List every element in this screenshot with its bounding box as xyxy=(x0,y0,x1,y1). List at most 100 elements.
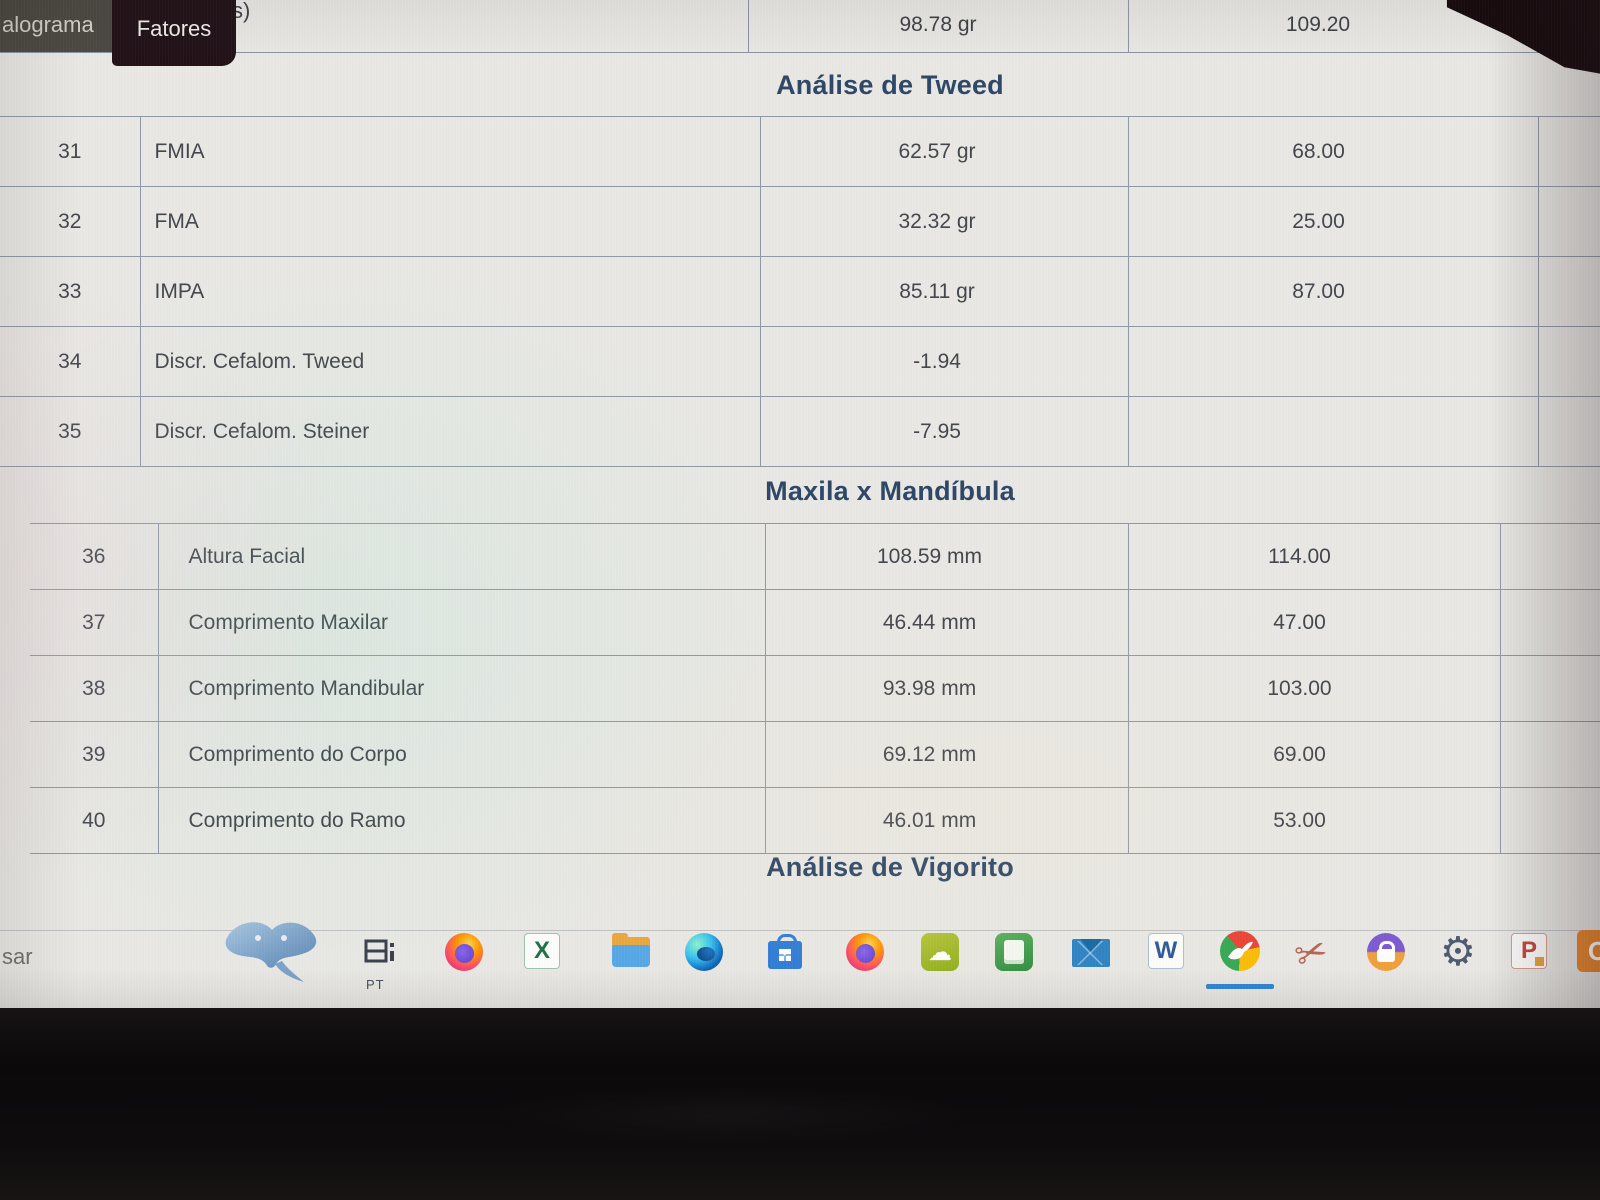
powerpoint-logo-letter: P xyxy=(1520,937,1537,964)
row-extra-cell xyxy=(1499,787,1600,854)
section-title-tweed: Análise de Tweed xyxy=(776,70,1004,100)
row-label: Altura Facial xyxy=(157,523,766,590)
word-logo-letter: W xyxy=(1154,937,1178,964)
office-logo-letter: O xyxy=(1587,936,1600,966)
row-extra-cell xyxy=(1537,186,1600,257)
row-label: Comprimento Maxilar xyxy=(157,589,766,656)
firefox-icon[interactable] xyxy=(445,933,483,971)
row-label: FMIA xyxy=(139,116,761,187)
table-row[interactable]: 38 Comprimento Mandibular 93.98 mm 103.0… xyxy=(30,655,1600,722)
excel-logo-letter: X xyxy=(533,937,550,964)
table-row[interactable]: 31 FMIA 62.57 gr 68.00 xyxy=(0,116,1600,187)
row-value: -1.94 xyxy=(759,326,1129,397)
microsoft-store-icon[interactable] xyxy=(766,933,804,971)
manta-ray-app-icon[interactable] xyxy=(218,912,326,990)
section-title-maxila-mandibula: Maxila x Mandíbula xyxy=(765,476,1015,506)
firefox-icon-2[interactable] xyxy=(846,933,884,971)
row-value: 62.57 gr xyxy=(759,116,1129,187)
row-number: 40 xyxy=(30,787,159,854)
language-indicator-label: PT xyxy=(366,977,385,992)
table-row[interactable]: 32 FMA 32.32 gr 25.00 xyxy=(0,186,1600,257)
grid-line xyxy=(1128,0,1129,52)
row-extra-cell xyxy=(1537,116,1600,187)
row-reference: 69.00 xyxy=(1127,721,1501,788)
row-reference: 87.00 xyxy=(1127,256,1539,327)
green-notes-app-icon[interactable] xyxy=(995,933,1033,971)
row-extra-cell xyxy=(1499,523,1600,590)
row-label: Discr. Cefalom. Tweed xyxy=(139,326,761,397)
scissors-app-icon[interactable]: ✂ xyxy=(1289,927,1333,979)
row-value: -7.95 xyxy=(759,396,1129,467)
row-extra-cell xyxy=(1499,589,1600,656)
table-row[interactable]: 37 Comprimento Maxilar 46.44 mm 47.00 xyxy=(30,589,1600,656)
mail-icon[interactable] xyxy=(1072,933,1110,971)
grid-line xyxy=(748,0,749,52)
row-number: 35 xyxy=(0,396,141,467)
table-row[interactable]: 35 Discr. Cefalom. Steiner -7.95 xyxy=(0,396,1600,467)
lock-app-icon[interactable] xyxy=(1367,933,1405,971)
row-extra-cell xyxy=(1499,721,1600,788)
tweed-table: 31 FMIA 62.57 gr 68.00 32 FMA 32.32 gr 2… xyxy=(0,116,1600,467)
file-explorer-icon[interactable] xyxy=(612,933,650,971)
row-number: 39 xyxy=(30,721,159,788)
row-reference xyxy=(1127,396,1539,467)
row-label: Comprimento do Corpo xyxy=(157,721,766,788)
tab-fatores[interactable]: Fatores xyxy=(112,0,236,66)
chrome-bird-app-icon[interactable] xyxy=(1220,931,1260,971)
gear-glyph: ⚙ xyxy=(1440,929,1476,975)
row-reference xyxy=(1127,326,1539,397)
row-label: Comprimento do Ramo xyxy=(157,787,766,854)
language-indicator[interactable] xyxy=(362,935,396,969)
taskbar-top-edge xyxy=(0,930,1600,931)
table-row[interactable]: 36 Altura Facial 108.59 mm 114.00 xyxy=(30,523,1600,590)
row-label-fragment: s) xyxy=(232,0,251,23)
row-reference: 103.00 xyxy=(1127,655,1501,722)
section-title-vigorito: Análise de Vigorito xyxy=(766,852,1014,882)
table-row[interactable]: 34 Discr. Cefalom. Tweed -1.94 xyxy=(0,326,1600,397)
row-value: 93.98 mm xyxy=(764,655,1129,722)
app-screen: s) 98.78 gr 109.20 alograma Fatores Anál… xyxy=(0,0,1600,1008)
tab-cefalograma[interactable]: alograma xyxy=(0,0,112,52)
row-label: FMA xyxy=(139,186,761,257)
row-value: 108.59 mm xyxy=(764,523,1129,590)
table-row-partial[interactable]: s) 98.78 gr 109.20 xyxy=(0,0,1600,53)
row-number: 32 xyxy=(0,186,141,257)
row-reference: 109.20 xyxy=(1285,13,1351,36)
laptop-bezel xyxy=(0,1008,1600,1200)
row-reference: 53.00 xyxy=(1127,787,1501,854)
tab-cefalograma-label: alograma xyxy=(2,12,94,37)
row-reference: 25.00 xyxy=(1127,186,1539,257)
taskbar-search-text[interactable]: sar xyxy=(2,944,33,969)
row-number: 36 xyxy=(30,523,159,590)
word-icon[interactable]: W xyxy=(1148,933,1186,971)
row-extra-cell xyxy=(1537,256,1600,327)
row-number: 34 xyxy=(0,326,141,397)
row-number: 37 xyxy=(30,589,159,656)
row-reference: 68.00 xyxy=(1127,116,1539,187)
row-value: 46.01 mm xyxy=(764,787,1129,854)
table-row[interactable]: 40 Comprimento do Ramo 46.01 mm 53.00 xyxy=(30,787,1600,854)
row-label: IMPA xyxy=(139,256,761,327)
row-label: Comprimento Mandibular xyxy=(157,655,766,722)
excel-icon[interactable]: X xyxy=(524,933,562,971)
table-row[interactable]: 33 IMPA 85.11 gr 87.00 xyxy=(0,256,1600,327)
row-number: 33 xyxy=(0,256,141,327)
settings-gear-icon[interactable]: ⚙ xyxy=(1440,929,1478,975)
row-number: 31 xyxy=(0,116,141,187)
edge-icon[interactable] xyxy=(685,933,723,971)
office-app-icon-partial[interactable]: O xyxy=(1577,930,1600,972)
green-cloud-app-icon[interactable]: ☁ xyxy=(921,933,959,971)
row-value: 85.11 gr xyxy=(759,256,1129,327)
row-reference: 47.00 xyxy=(1127,589,1501,656)
active-app-indicator xyxy=(1206,984,1274,989)
row-label: Discr. Cefalom. Steiner xyxy=(139,396,761,467)
powerpoint-icon[interactable]: P xyxy=(1511,933,1549,971)
row-value: 98.78 gr xyxy=(899,13,977,36)
row-extra-cell xyxy=(1537,396,1600,467)
table-row[interactable]: 39 Comprimento do Corpo 69.12 mm 69.00 xyxy=(30,721,1600,788)
row-value: 32.32 gr xyxy=(759,186,1129,257)
row-number: 38 xyxy=(30,655,159,722)
row-extra-cell xyxy=(1537,326,1600,397)
tab-fatores-label: Fatores xyxy=(136,16,212,41)
